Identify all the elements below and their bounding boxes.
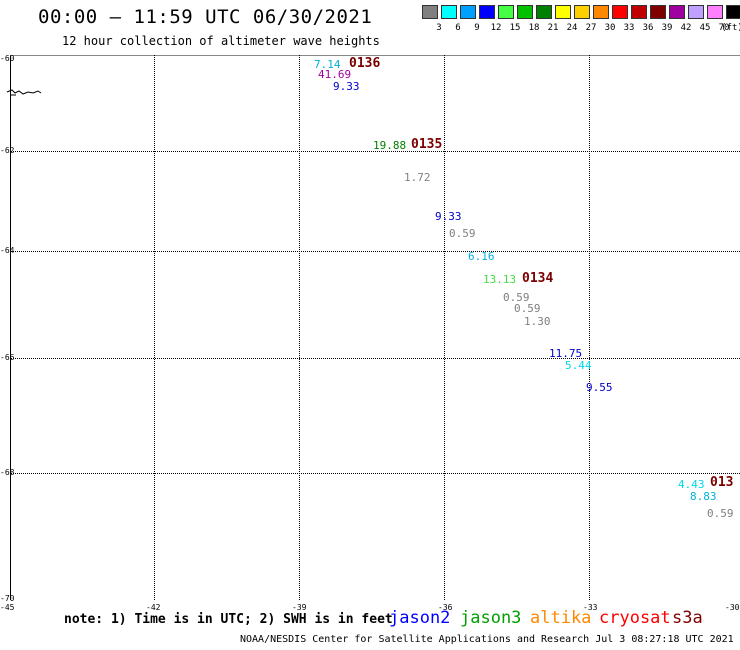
legend-label: 45	[699, 23, 711, 33]
map-title: 00:00 – 11:59 UTC 06/30/2021	[38, 6, 373, 28]
legend-label: 18	[528, 23, 540, 33]
legend-label: 3	[436, 23, 442, 33]
legend-swatch	[574, 5, 590, 19]
legend-label: 42	[680, 23, 692, 33]
legend-swatch	[422, 5, 438, 19]
legend-label: 9	[474, 23, 480, 33]
wave-height-value: 4.43	[678, 478, 705, 491]
footnote: note: 1) Time is in UTC; 2) SWH is in fe…	[64, 612, 393, 627]
legend-swatch	[536, 5, 552, 19]
longitude-label: -33	[583, 603, 598, 612]
legend-swatch	[498, 5, 514, 19]
legend-label: 70	[718, 23, 730, 33]
satellite-label-s3a: s3a	[672, 608, 703, 628]
credit-line: NOAA/NESDIS Center for Satellite Applica…	[240, 634, 734, 645]
map-plot-area	[10, 55, 740, 600]
orbit-pass-label: 0134	[522, 271, 554, 286]
wave-height-value: 1.30	[524, 315, 551, 328]
legend-swatch	[593, 5, 609, 19]
orbit-pass-label: 0136	[349, 56, 381, 71]
map-subtitle: 12 hour collection of altimeter wave hei…	[62, 34, 380, 48]
wave-height-value: 19.88	[373, 139, 407, 152]
longitude-label: -39	[292, 603, 307, 612]
legend-label: 27	[585, 23, 597, 33]
meridian-line	[299, 55, 300, 600]
wave-height-value: 9.33	[435, 210, 462, 223]
legend-label: 30	[604, 23, 616, 33]
legend-swatch	[669, 5, 685, 19]
legend-swatch	[460, 5, 476, 19]
orbit-pass-label: 0135	[411, 137, 443, 152]
longitude-label: -45	[0, 603, 15, 612]
latitude-label: -66	[0, 353, 15, 362]
wave-height-value: 11.75	[549, 347, 583, 360]
wave-height-value: 13.13	[483, 273, 517, 286]
legend-label: 24	[566, 23, 578, 33]
legend-label: 33	[623, 23, 635, 33]
parallel-line	[10, 151, 740, 152]
longitude-label: -30	[725, 603, 740, 612]
legend-label: 15	[509, 23, 521, 33]
legend-label: 12	[490, 23, 502, 33]
legend-swatch	[517, 5, 533, 19]
longitude-label: -42	[146, 603, 161, 612]
legend-swatch	[631, 5, 647, 19]
wave-height-value: 9.55	[586, 381, 613, 394]
satellite-label-altika: altika	[530, 608, 592, 628]
wave-height-value: 1.72	[404, 171, 431, 184]
latitude-label: -62	[0, 146, 15, 155]
legend-label: 21	[547, 23, 559, 33]
latitude-label: -70	[0, 594, 15, 603]
meridian-line	[444, 55, 445, 600]
satellite-label-cryosat: cryosat	[599, 608, 671, 628]
latitude-label: -60	[0, 54, 15, 63]
wave-height-value: 0.59	[503, 291, 530, 304]
longitude-label: -36	[438, 603, 453, 612]
meridian-line	[589, 55, 590, 600]
parallel-line	[10, 473, 740, 474]
legend-label: 36	[642, 23, 654, 33]
wave-height-value: 8.83	[690, 490, 717, 503]
legend-label: 6	[455, 23, 461, 33]
legend-swatch	[707, 5, 723, 19]
wave-height-value: 41.69	[318, 68, 352, 81]
legend-swatch	[441, 5, 457, 19]
legend-swatch	[612, 5, 628, 19]
satellite-label-jason3: jason3	[460, 608, 522, 628]
latitude-label: -68	[0, 468, 15, 477]
latitude-label: -64	[0, 246, 15, 255]
legend-swatch	[726, 5, 740, 19]
parallel-line	[10, 358, 740, 359]
wave-height-value: 7.14	[314, 58, 341, 71]
meridian-line	[154, 55, 155, 600]
wave-height-value: 0.59	[449, 227, 476, 240]
wave-height-value: 6.16	[468, 250, 495, 263]
legend-swatch	[555, 5, 571, 19]
wave-height-value: 5.44	[565, 359, 592, 372]
coastline-island-shape	[6, 89, 42, 96]
legend-swatch	[479, 5, 495, 19]
parallel-line	[10, 251, 740, 252]
wave-height-value: 0.59	[707, 507, 734, 520]
wave-height-value: 9.33	[333, 80, 360, 93]
legend-unit: (ft)	[721, 23, 740, 33]
satellite-label-jason2: jason2	[389, 608, 451, 628]
legend-swatch	[650, 5, 666, 19]
wave-height-value: 0.59	[514, 302, 541, 315]
legend-swatch	[688, 5, 704, 19]
legend-label: 39	[661, 23, 673, 33]
orbit-pass-label: 013	[710, 475, 734, 490]
